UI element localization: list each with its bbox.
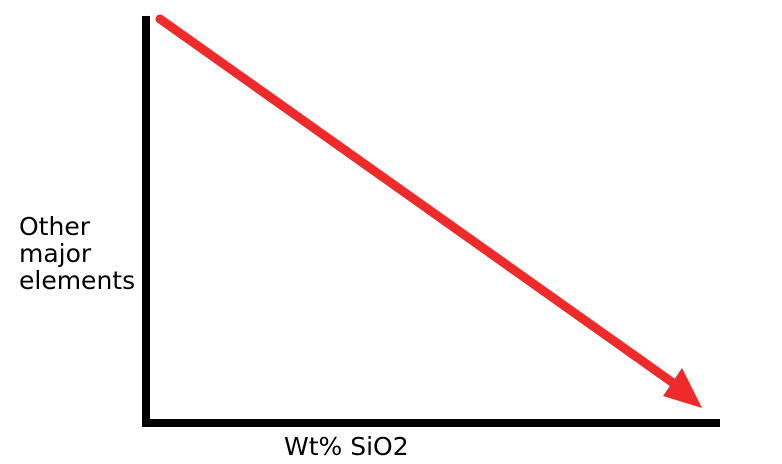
- y-axis-label-line-2: major: [19, 239, 92, 268]
- y-axis-label-line-1: Other: [19, 212, 90, 241]
- y-axis-label-line-3: elements: [19, 266, 136, 295]
- trend-arrow-shaft: [155, 14, 681, 390]
- trend-arrow-head: [663, 368, 702, 408]
- y-axis-label: Other major elements: [19, 213, 159, 294]
- x-axis-label: Wt% SiO2: [284, 432, 409, 461]
